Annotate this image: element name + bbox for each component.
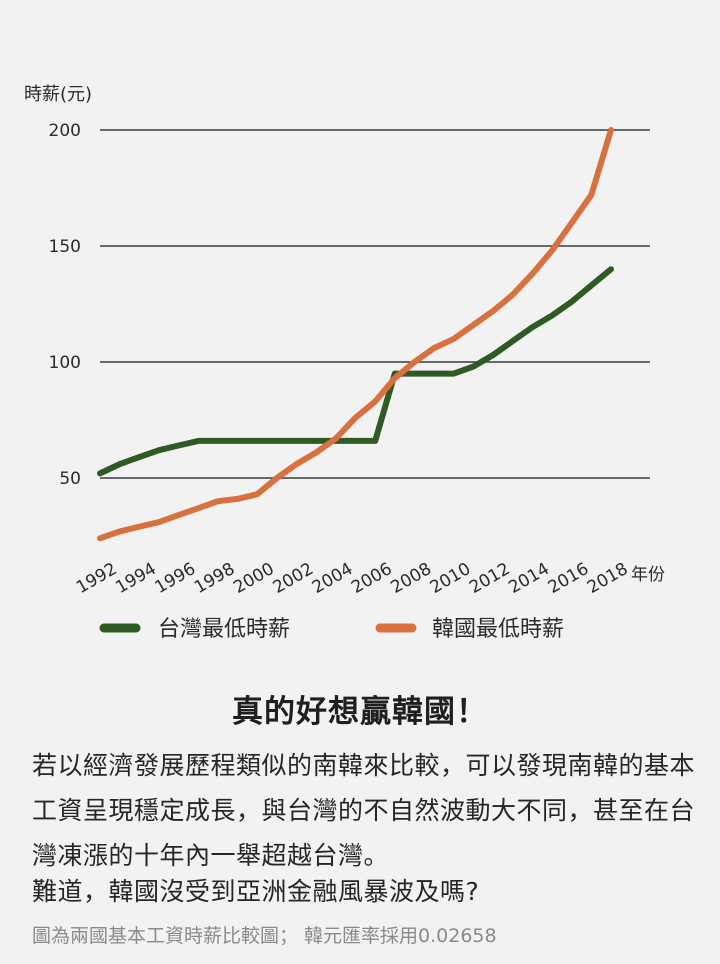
x-axis-title: 年份 (631, 565, 665, 585)
y-tick-labels: 50 100 150 200 (49, 121, 81, 489)
footnote: 圖為兩國基本工資時薪比較圖； 韓元匯率採用0.02658 (32, 925, 497, 947)
y-tick-100: 100 (49, 353, 81, 373)
series-line-1 (97, 266, 614, 477)
body-paragraph-2: 難道，韓國沒受到亞洲金融風暴波及嗎? (32, 877, 480, 906)
x-tick-2010: 2010 (427, 559, 474, 598)
x-tick-2014: 2014 (505, 559, 552, 598)
x-tick-2012: 2012 (466, 559, 513, 598)
legend-label-2: 韓國最低時薪 (432, 617, 564, 642)
x-tick-1998: 1998 (191, 559, 238, 598)
x-tick-2000: 2000 (230, 559, 277, 598)
x-tick-2016: 2016 (545, 559, 592, 598)
legend: 台灣最低時薪 韓國最低時薪 (99, 617, 564, 642)
x-tick-2008: 2008 (387, 559, 434, 598)
series-layer (97, 127, 614, 542)
y-tick-200: 200 (49, 121, 81, 141)
x-tick-1996: 1996 (152, 559, 199, 598)
x-tick-2006: 2006 (348, 559, 395, 598)
legend-label-1: 台灣最低時薪 (158, 617, 290, 642)
y-axis-title: 時薪(元) (24, 84, 92, 105)
x-tick-2004: 2004 (309, 559, 356, 598)
grid-layer (100, 129, 650, 479)
body-paragraph-1: 若以經濟發展歷程類似的南韓來比較，可以發現南韓的基本工資呈現穩定成長，與台灣的不… (32, 751, 696, 870)
series-line-2 (97, 127, 614, 542)
x-tick-1994: 1994 (112, 559, 159, 598)
x-tick-2002: 2002 (270, 559, 317, 598)
x-tick-1992: 1992 (73, 559, 120, 598)
y-tick-150: 150 (49, 237, 81, 257)
x-tick-labels: 1992199419961998200020022004200620082010… (73, 559, 631, 598)
y-tick-50: 50 (59, 469, 81, 489)
x-tick-2018: 2018 (584, 559, 631, 598)
headline: 真的好想贏韓國！ (232, 694, 488, 730)
